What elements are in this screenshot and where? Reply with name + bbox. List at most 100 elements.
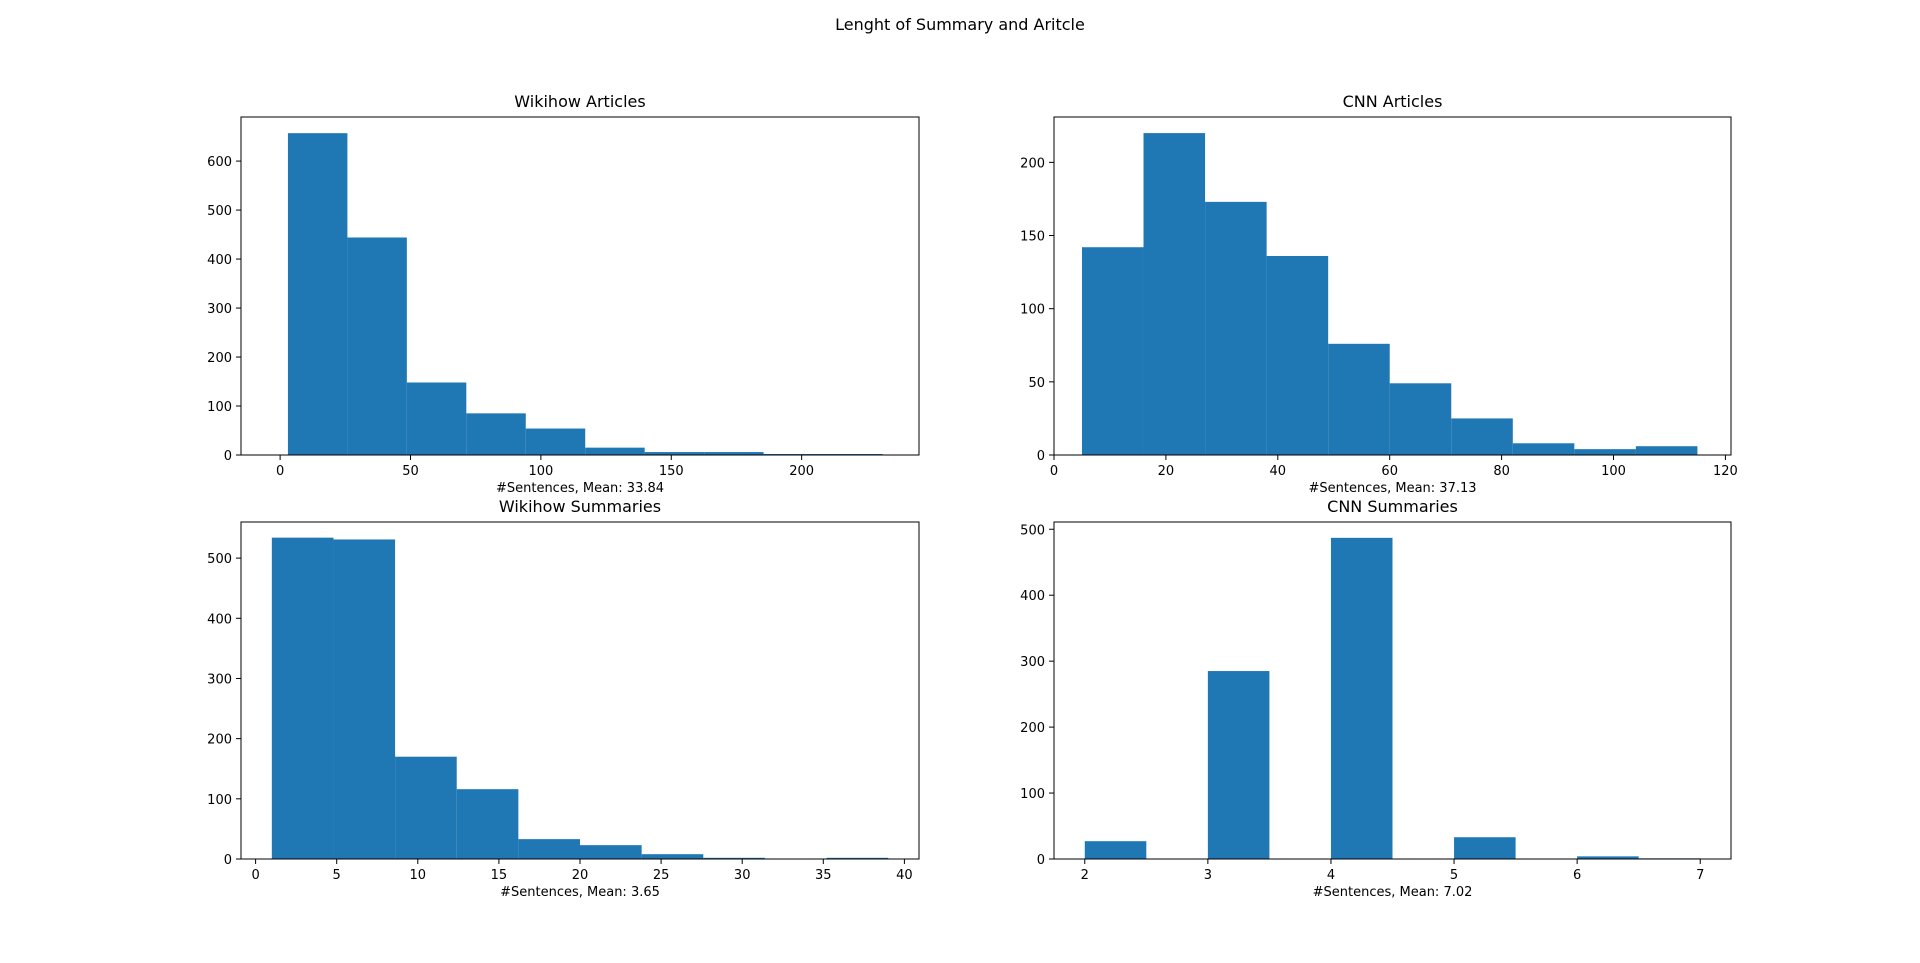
x-axis-label: #Sentences, Mean: 7.02: [1313, 885, 1473, 900]
histogram-bar: [704, 452, 764, 455]
histogram-bar: [641, 854, 704, 859]
y-tick-label: 100: [1020, 787, 1045, 802]
y-tick-label: 200: [1020, 721, 1045, 736]
y-tick-label: 150: [1020, 230, 1045, 245]
y-tick-label: 0: [224, 853, 232, 868]
histogram-bar: [1081, 247, 1144, 455]
histogram-bar: [456, 789, 519, 859]
histogram-bar: [580, 845, 642, 859]
x-tick-label: 40: [896, 868, 913, 883]
subplot-title: Wikihow Articles: [514, 92, 645, 111]
histogram-bar: [1266, 256, 1329, 455]
y-tick-label: 100: [1020, 303, 1045, 318]
histogram-bar: [333, 539, 396, 859]
y-tick-label: 100: [207, 400, 232, 415]
y-tick-label: 200: [207, 733, 232, 748]
y-tick-label: 400: [207, 253, 232, 268]
x-tick-label: 5: [1450, 868, 1458, 883]
histogram-bar: [466, 413, 526, 455]
y-tick-label: 200: [207, 351, 232, 366]
histogram-bar: [585, 447, 645, 455]
x-tick-label: 35: [815, 868, 832, 883]
x-tick-label: 80: [1493, 464, 1510, 479]
x-axis-label: #Sentences, Mean: 3.65: [500, 885, 660, 900]
x-tick-label: 2: [1081, 868, 1089, 883]
x-tick-label: 0: [276, 464, 284, 479]
histogram-bar: [1451, 418, 1513, 455]
subplot-2: 0 20 40 60 80 100 120 0 50 100 150 200 CNN Articles #…: [1020, 92, 1738, 496]
x-tick-label: 0: [251, 868, 259, 883]
x-tick-label: 60: [1381, 464, 1398, 479]
x-tick-label: 20: [1158, 464, 1175, 479]
y-tick-label: 0: [224, 449, 232, 464]
x-axis-label: #Sentences, Mean: 33.84: [496, 481, 664, 496]
subplot-3: 0 5 10 15 20 25 30 35 400100200300400500Wikihow …: [207, 497, 920, 900]
histogram-bar: [1328, 343, 1390, 455]
axes-frame: [1053, 521, 1732, 860]
x-tick-label: 7: [1696, 868, 1704, 883]
y-tick-label: 300: [207, 672, 232, 687]
x-tick-label: 200: [789, 464, 814, 479]
x-tick-label: 40: [1270, 464, 1287, 479]
y-tick-label: 300: [207, 302, 232, 317]
histogram-bar: [1084, 841, 1147, 859]
axes-frame: [240, 116, 920, 456]
y-tick-label: 500: [1020, 523, 1045, 538]
subplot-title: Wikihow Summaries: [499, 497, 661, 516]
histogram-bar: [826, 857, 889, 859]
x-tick-label: 20: [572, 868, 589, 883]
histogram-bar: [518, 839, 580, 859]
histogram-bar: [1205, 201, 1267, 455]
x-tick-label: 0: [1050, 464, 1058, 479]
x-tick-label: 10: [410, 868, 427, 883]
x-tick-label: 15: [491, 868, 508, 883]
x-tick-label: 50: [402, 464, 419, 479]
histogram-bar: [1512, 443, 1575, 455]
subplot-4: 2 3 4 5 6 7 0 100 200 300 400 500 CNN Summaries #Sent…: [1020, 497, 1732, 900]
subplot-title: CNN Articles: [1343, 92, 1443, 111]
y-tick-label: 500: [207, 204, 232, 219]
x-tick-label: 5: [333, 868, 341, 883]
x-tick-label: 30: [734, 868, 751, 883]
histogram-bar: [1577, 856, 1639, 859]
histogram-bar: [525, 428, 586, 455]
x-tick-label: 3: [1204, 868, 1212, 883]
histogram-bar: [395, 756, 457, 859]
y-tick-label: 400: [207, 612, 232, 627]
y-tick-label: 300: [1020, 655, 1045, 670]
y-tick-label: 600: [207, 155, 232, 170]
x-tick-label: 100: [528, 464, 553, 479]
subplot-title: CNN Summaries: [1327, 497, 1458, 516]
y-tick-label: 0: [1037, 449, 1045, 464]
x-tick-label: 4: [1327, 868, 1335, 883]
histogram-bar: [1143, 133, 1206, 455]
histogram-bar: [1389, 383, 1452, 455]
histogram-bar: [1454, 837, 1516, 859]
x-tick-label: 120: [1713, 464, 1738, 479]
figure-title: Lenght of Summary and Aritcle: [835, 15, 1085, 34]
x-tick-label: 150: [659, 464, 684, 479]
histogram-bar: [1207, 671, 1270, 859]
histogram-bar: [1574, 449, 1636, 455]
y-tick-label: 500: [207, 552, 232, 567]
x-tick-label: 100: [1601, 464, 1626, 479]
histogram-bar: [287, 133, 348, 456]
histogram-bar: [347, 237, 407, 455]
y-tick-label: 0: [1037, 853, 1045, 868]
histogram-bar: [1635, 446, 1698, 455]
y-tick-label: 200: [1020, 156, 1045, 171]
y-tick-label: 50: [1028, 376, 1045, 391]
histogram-bar: [271, 537, 334, 859]
y-tick-label: 100: [207, 793, 232, 808]
histogram-bar: [703, 857, 765, 859]
histogram-bar: [644, 452, 705, 455]
histogram-bar: [1330, 537, 1393, 859]
x-tick-label: 6: [1573, 868, 1581, 883]
subplot-1: 0 50 100 150 200 0 100 200 300 400 500 600 Wikihow A…: [207, 92, 920, 496]
axes-frame: [1053, 116, 1732, 456]
x-tick-label: 25: [653, 868, 670, 883]
x-axis-label: #Sentences, Mean: 37.13: [1308, 481, 1476, 496]
